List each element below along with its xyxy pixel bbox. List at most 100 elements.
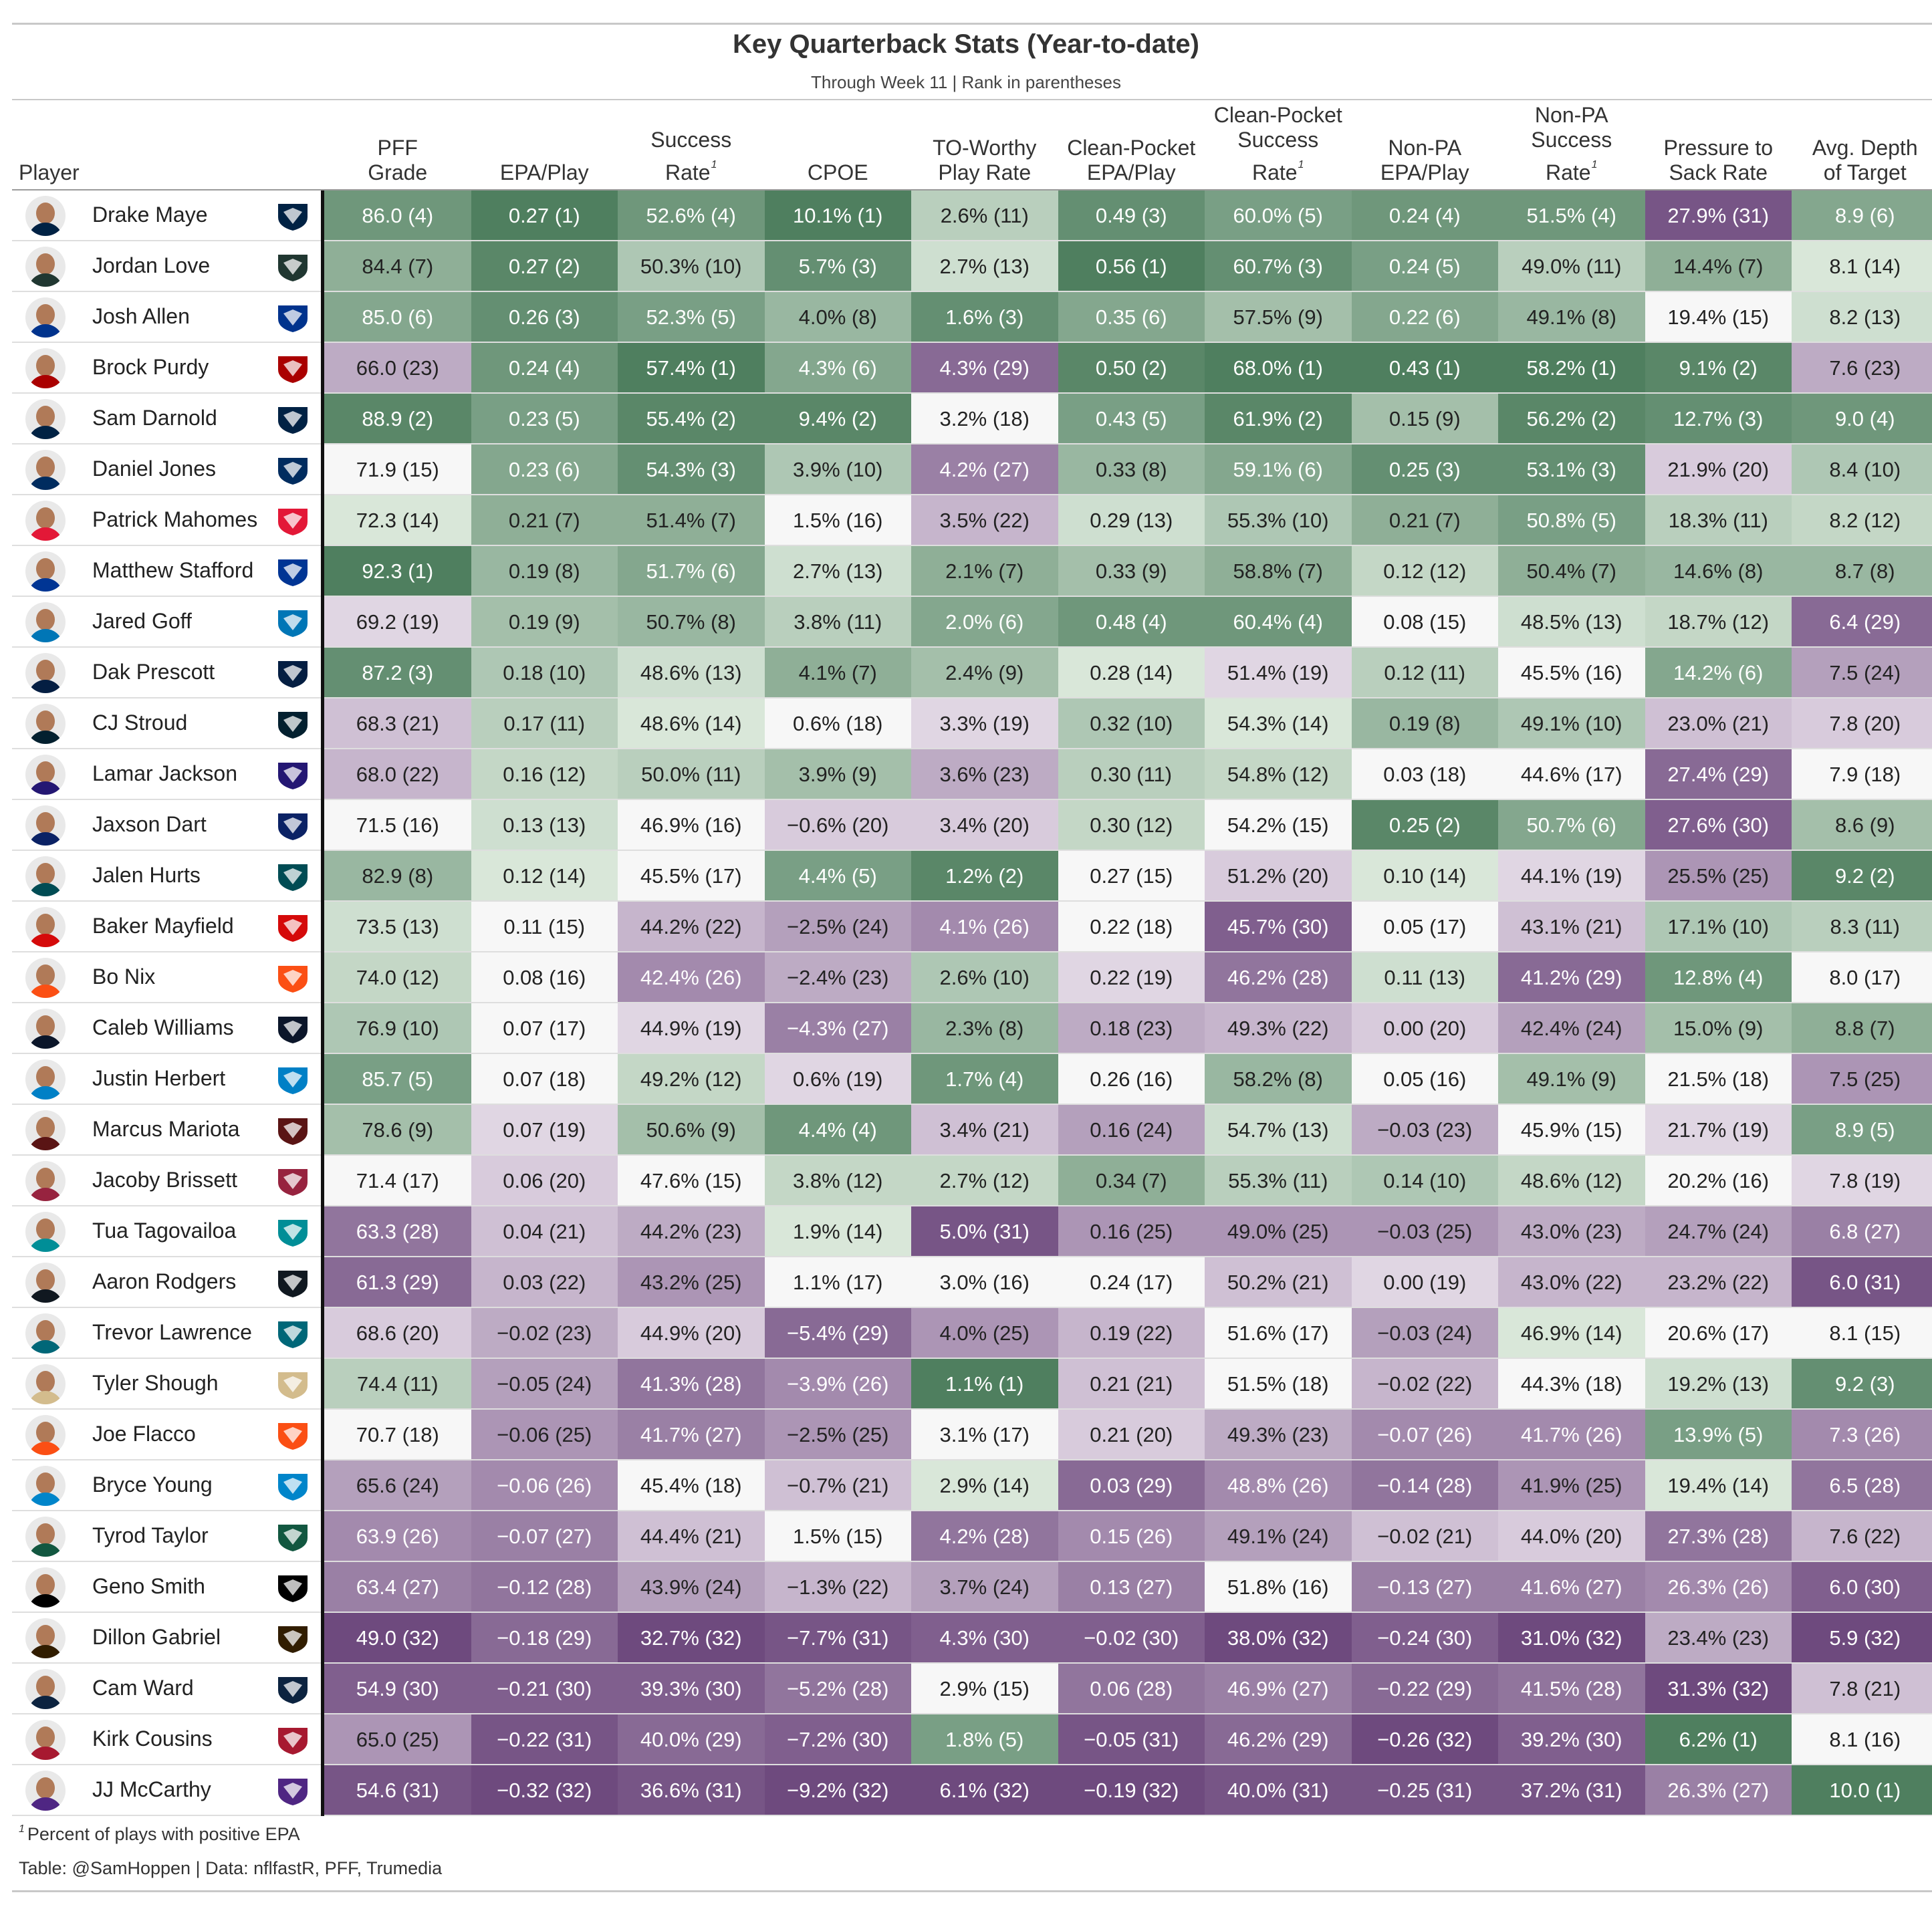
stat-cell-to-worthy-play-rate: 1.2% (2) bbox=[911, 851, 1058, 900]
column-header-line: EPA/Play bbox=[499, 160, 589, 184]
stat-cell-success-rate: 44.2% (22) bbox=[618, 902, 765, 951]
stat-cell-non-pa-epa-play: −0.22 (29) bbox=[1351, 1664, 1498, 1713]
stat-cell-success-rate: 50.6% (9) bbox=[618, 1105, 765, 1154]
stat-cell-clean-pocket-success-rate: 38.0% (32) bbox=[1205, 1613, 1352, 1662]
stat-cell-avg-depth-of-target: 7.8 (19) bbox=[1792, 1156, 1932, 1205]
logo-mark bbox=[283, 1783, 302, 1799]
stat-cell-clean-pocket-success-rate: 45.7% (30) bbox=[1205, 902, 1352, 951]
stat-cell-non-pa-epa-play: 0.00 (19) bbox=[1351, 1257, 1498, 1307]
stat-cell-cpoe: 4.1% (7) bbox=[764, 648, 911, 697]
stat-cell-cpoe: 3.8% (11) bbox=[764, 597, 911, 646]
texans-logo-icon bbox=[278, 712, 308, 739]
stat-cell-clean-pocket-success-rate: 51.5% (18) bbox=[1205, 1359, 1352, 1408]
stat-cell-cpoe: −7.2% (30) bbox=[764, 1714, 911, 1764]
stat-cell-pff-grade: 61.3 (29) bbox=[324, 1257, 471, 1307]
player-name: Drake Maye bbox=[92, 203, 208, 227]
stat-cell-to-worthy-play-rate: 4.3% (30) bbox=[911, 1613, 1058, 1662]
stat-cell-pressure-to-sack-rate: 27.3% (28) bbox=[1645, 1511, 1792, 1561]
row-separator bbox=[12, 596, 1932, 597]
stat-cell-pressure-to-sack-rate: 14.4% (7) bbox=[1645, 241, 1792, 291]
headshot-face bbox=[36, 1320, 55, 1341]
logo-mark bbox=[283, 1071, 302, 1087]
headshot-face bbox=[36, 1218, 55, 1240]
stat-cell-clean-pocket-success-rate: 61.9% (2) bbox=[1205, 394, 1352, 443]
stat-cell-pff-grade: 73.5 (13) bbox=[324, 902, 471, 951]
stat-cell-pressure-to-sack-rate: 14.2% (6) bbox=[1645, 648, 1792, 697]
stat-cell-clean-pocket-success-rate: 49.3% (23) bbox=[1205, 1410, 1352, 1459]
stat-cell-pff-grade: 65.0 (25) bbox=[324, 1714, 471, 1764]
stat-cell-non-pa-epa-play: 0.24 (4) bbox=[1351, 190, 1498, 240]
logo-mark bbox=[283, 919, 302, 935]
headshot-face bbox=[36, 1726, 55, 1748]
stat-cell-cpoe: −3.9% (26) bbox=[764, 1359, 911, 1408]
stat-cell-clean-pocket-epa-play: 0.21 (21) bbox=[1058, 1359, 1205, 1408]
stat-cell-success-rate: 51.7% (6) bbox=[618, 546, 765, 596]
stat-cell-clean-pocket-epa-play: 0.13 (27) bbox=[1058, 1562, 1205, 1612]
stat-cell-epa-play: 0.23 (6) bbox=[471, 444, 618, 494]
headshot-jersey bbox=[28, 1747, 63, 1760]
player-name: Jordan Love bbox=[92, 253, 211, 277]
stat-cell-epa-play: 0.08 (16) bbox=[471, 952, 618, 1002]
headshot-jersey bbox=[28, 629, 63, 642]
player-name: Geno Smith bbox=[92, 1574, 205, 1598]
stat-cell-clean-pocket-epa-play: 0.33 (9) bbox=[1058, 546, 1205, 596]
stat-cell-pff-grade: 54.9 (30) bbox=[324, 1664, 471, 1713]
subtitle-rule bbox=[12, 99, 1932, 100]
column-header-avg-depth-of-target: Avg. Depth of Target bbox=[1792, 136, 1932, 185]
player-headshot bbox=[25, 348, 66, 388]
logo-mark bbox=[283, 411, 302, 427]
stat-cell-epa-play: −0.02 (23) bbox=[471, 1308, 618, 1358]
stat-cell-pressure-to-sack-rate: 14.6% (8) bbox=[1645, 546, 1792, 596]
browns-logo-icon bbox=[278, 1626, 308, 1653]
stat-cell-epa-play: −0.22 (31) bbox=[471, 1714, 618, 1764]
stat-cell-success-rate: 44.9% (19) bbox=[618, 1003, 765, 1053]
headshot-face bbox=[36, 1269, 55, 1291]
stat-cell-avg-depth-of-target: 6.4 (29) bbox=[1792, 597, 1932, 646]
stat-cell-cpoe: 4.3% (6) bbox=[764, 343, 911, 392]
stat-cell-clean-pocket-success-rate: 60.7% (3) bbox=[1205, 241, 1352, 291]
stat-cell-non-pa-epa-play: −0.24 (30) bbox=[1351, 1613, 1498, 1662]
player-headshot bbox=[25, 1212, 66, 1252]
stat-cell-clean-pocket-success-rate: 58.8% (7) bbox=[1205, 546, 1352, 596]
headshot-face bbox=[36, 1168, 55, 1189]
stat-cell-clean-pocket-epa-play: 0.49 (3) bbox=[1058, 190, 1205, 240]
stat-cell-pressure-to-sack-rate: 23.2% (22) bbox=[1645, 1257, 1792, 1307]
stat-cell-non-pa-success-rate: 44.3% (18) bbox=[1498, 1359, 1645, 1408]
stat-cell-to-worthy-play-rate: 2.9% (14) bbox=[911, 1460, 1058, 1510]
stat-cell-avg-depth-of-target: 6.0 (30) bbox=[1792, 1562, 1932, 1612]
stat-cell-pff-grade: 76.9 (10) bbox=[324, 1003, 471, 1053]
table-row: Brock Purdy 66.0 (23) 0.24 (4) 57.4% (1) 4.3… bbox=[0, 343, 1932, 394]
stat-cell-to-worthy-play-rate: 2.6% (11) bbox=[911, 190, 1058, 240]
stat-cell-non-pa-epa-play: 0.25 (2) bbox=[1351, 800, 1498, 850]
ravens-logo-icon bbox=[278, 763, 308, 789]
stat-cell-avg-depth-of-target: 8.9 (6) bbox=[1792, 190, 1932, 240]
stat-cell-clean-pocket-epa-play: 0.56 (1) bbox=[1058, 241, 1205, 291]
stat-cell-to-worthy-play-rate: 4.2% (27) bbox=[911, 444, 1058, 494]
column-header-to-worthy-play-rate: TO-Worthy Play Rate bbox=[911, 136, 1058, 185]
headshot-face bbox=[36, 1015, 55, 1037]
stat-cell-non-pa-epa-play: −0.13 (27) bbox=[1351, 1562, 1498, 1612]
stat-cell-pff-grade: 54.6 (31) bbox=[324, 1765, 471, 1815]
headshot-jersey bbox=[28, 426, 63, 439]
logo-mark bbox=[283, 259, 302, 275]
headshot-jersey bbox=[28, 1289, 63, 1303]
table-row: Jalen Hurts 82.9 (8) 0.12 (14) 45.5% (17) 4.… bbox=[0, 851, 1932, 902]
logo-mark bbox=[283, 309, 302, 326]
player-name: Trevor Lawrence bbox=[92, 1320, 252, 1344]
stat-cell-clean-pocket-epa-play: 0.48 (4) bbox=[1058, 597, 1205, 646]
stat-cell-clean-pocket-success-rate: 40.0% (31) bbox=[1205, 1765, 1352, 1815]
stat-cell-pressure-to-sack-rate: 26.3% (26) bbox=[1645, 1562, 1792, 1612]
headshot-face bbox=[36, 609, 55, 630]
stat-cell-pff-grade: 68.3 (21) bbox=[324, 698, 471, 748]
stat-cell-cpoe: −2.4% (23) bbox=[764, 952, 911, 1002]
stat-cell-epa-play: 0.19 (8) bbox=[471, 546, 618, 596]
stat-cell-success-rate: 50.3% (10) bbox=[618, 241, 765, 291]
stat-cell-cpoe: 4.4% (4) bbox=[764, 1105, 911, 1154]
stat-cell-epa-play: −0.05 (24) bbox=[471, 1359, 618, 1408]
stat-cell-cpoe: 3.8% (12) bbox=[764, 1156, 911, 1205]
stat-cell-pressure-to-sack-rate: 18.3% (11) bbox=[1645, 495, 1792, 545]
stat-cell-clean-pocket-success-rate: 50.2% (21) bbox=[1205, 1257, 1352, 1307]
stat-cell-clean-pocket-success-rate: 55.3% (10) bbox=[1205, 495, 1352, 545]
stat-cell-non-pa-epa-play: −0.14 (28) bbox=[1351, 1460, 1498, 1510]
stat-cell-to-worthy-play-rate: 4.3% (29) bbox=[911, 343, 1058, 392]
